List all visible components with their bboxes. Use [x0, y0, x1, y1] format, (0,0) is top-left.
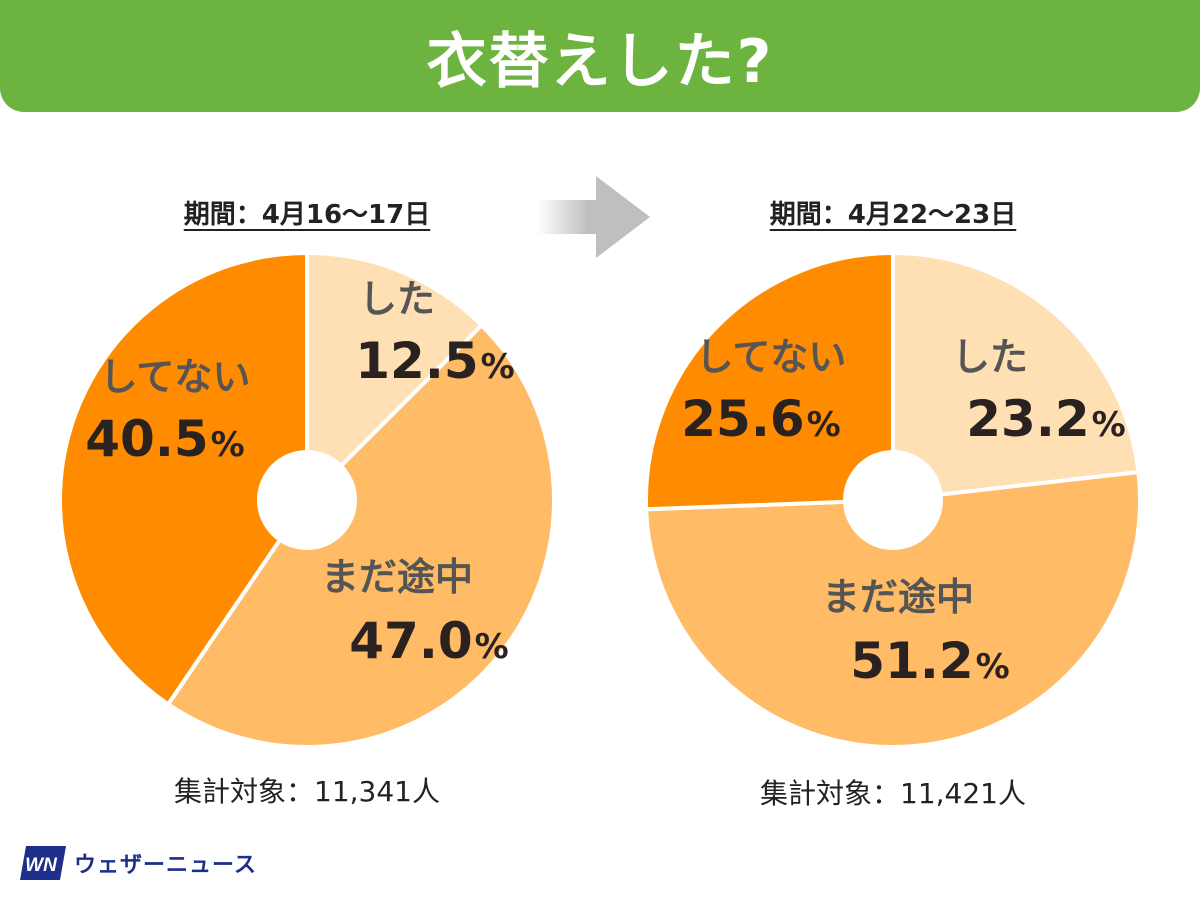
- slice-value-1: 23.2%: [966, 390, 1125, 448]
- period-text-1: 期間：4月16〜17日: [183, 200, 431, 230]
- right-arrow-icon: [538, 176, 650, 258]
- page-title: 衣替えした?: [426, 26, 774, 97]
- weathernews-logo-icon: WN: [20, 846, 66, 880]
- period-label-2: 期間：4月22〜23日: [683, 194, 1103, 231]
- slice-value-3: 40.5%: [85, 410, 244, 468]
- slice-value-2: 47.0%: [349, 612, 508, 670]
- pie-slice-3: [644, 250, 895, 512]
- pie-slice-1: [891, 250, 1141, 503]
- pie-slice-3: [58, 250, 309, 708]
- pie-slice-1: [305, 250, 485, 505]
- period-text-2: 期間：4月22〜23日: [769, 200, 1017, 230]
- pie-center-hole: [257, 450, 357, 550]
- slice-label-1: した: [952, 335, 1028, 379]
- slice-label-3: してない: [696, 335, 847, 379]
- slice-value-1: 12.5%: [355, 332, 514, 390]
- pie-chart-2: した 23.2% まだ途中 51.2% してない 25.6%: [644, 250, 1142, 749]
- slice-value-2: 51.2%: [850, 632, 1009, 690]
- pie-chart-1: した 12.5% まだ途中 47.0% してない 40.5%: [58, 250, 556, 749]
- sample-size-2: 集計対象：11,421人: [760, 777, 1026, 810]
- slice-label-3: してない: [100, 355, 251, 399]
- logo-mark: WN: [25, 855, 58, 876]
- header-banner: 衣替えした?: [0, 0, 1200, 112]
- pie-center-hole: [843, 450, 943, 550]
- slice-label-1: した: [359, 277, 435, 321]
- sample-size-1: 集計対象：11,341人: [174, 775, 440, 808]
- slice-value-3: 25.6%: [681, 390, 840, 448]
- brand-logo: WN ウェザーニュース: [20, 846, 257, 880]
- slice-label-2: まだ途中: [822, 575, 974, 619]
- period-label-1: 期間：4月16〜17日: [97, 194, 517, 231]
- brand-name: ウェザーニュース: [74, 853, 257, 878]
- pie-slice-2: [644, 469, 1142, 749]
- pie-slice-2: [165, 322, 556, 749]
- slice-label-2: まだ途中: [321, 555, 473, 599]
